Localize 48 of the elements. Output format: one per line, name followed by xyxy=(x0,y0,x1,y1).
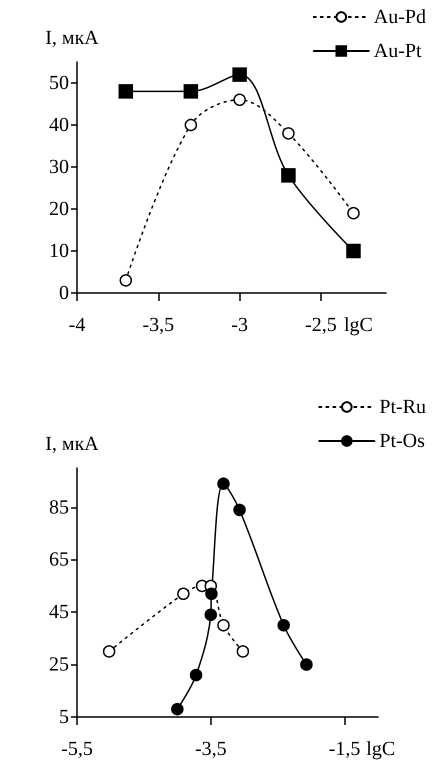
legend-label: Au-Pd xyxy=(374,6,426,28)
x-axis-title: lgC xyxy=(366,738,396,760)
legend-label: Pt-Os xyxy=(379,430,426,452)
y-tick-label: 0 xyxy=(59,282,69,304)
y-tick-label: 10 xyxy=(49,240,69,262)
point xyxy=(233,504,246,516)
y-tick-label: 5 xyxy=(59,706,69,728)
x-tick-label: -3,5 xyxy=(142,314,174,336)
y-tick-label: 85 xyxy=(49,496,69,518)
point xyxy=(190,668,202,682)
y-tick-label: 65 xyxy=(49,548,69,571)
point xyxy=(232,67,247,82)
x-tick-label: -5,5 xyxy=(61,738,93,760)
point xyxy=(118,84,134,99)
y-tick-label: 50 xyxy=(49,72,69,94)
legend-label: Au-Pt xyxy=(374,40,422,62)
x-tick-label: -1,5 xyxy=(328,738,360,760)
point xyxy=(184,84,198,99)
x-tick-label: -3 xyxy=(231,314,248,336)
point xyxy=(346,244,361,258)
point xyxy=(233,94,246,106)
x-axis-title: lgC xyxy=(344,314,373,336)
point xyxy=(277,619,290,632)
point xyxy=(184,118,198,132)
point xyxy=(102,645,116,658)
point xyxy=(217,619,230,632)
x-tick-label: -2,5 xyxy=(305,314,337,336)
point xyxy=(281,168,296,183)
y-tick-label: 20 xyxy=(49,198,69,220)
point xyxy=(282,127,295,140)
point xyxy=(205,588,218,600)
point xyxy=(236,645,250,658)
point xyxy=(120,274,132,287)
y-tick-label: 25 xyxy=(49,654,69,676)
x-tick-label: -4 xyxy=(68,314,86,336)
y-tick-label: 30 xyxy=(49,156,69,178)
y-axis-title: I, мкА xyxy=(45,27,100,49)
point xyxy=(171,702,184,716)
point xyxy=(347,206,360,220)
point xyxy=(204,608,218,622)
point xyxy=(300,658,313,671)
point xyxy=(217,477,230,490)
y-tick-label: 40 xyxy=(49,114,69,136)
point xyxy=(177,588,190,600)
legend-label: Pt-Ru xyxy=(379,396,426,418)
x-tick-label: -3,5 xyxy=(194,738,227,760)
y-tick-label: 45 xyxy=(49,601,69,624)
y-axis-title: I, мкА xyxy=(45,433,100,455)
